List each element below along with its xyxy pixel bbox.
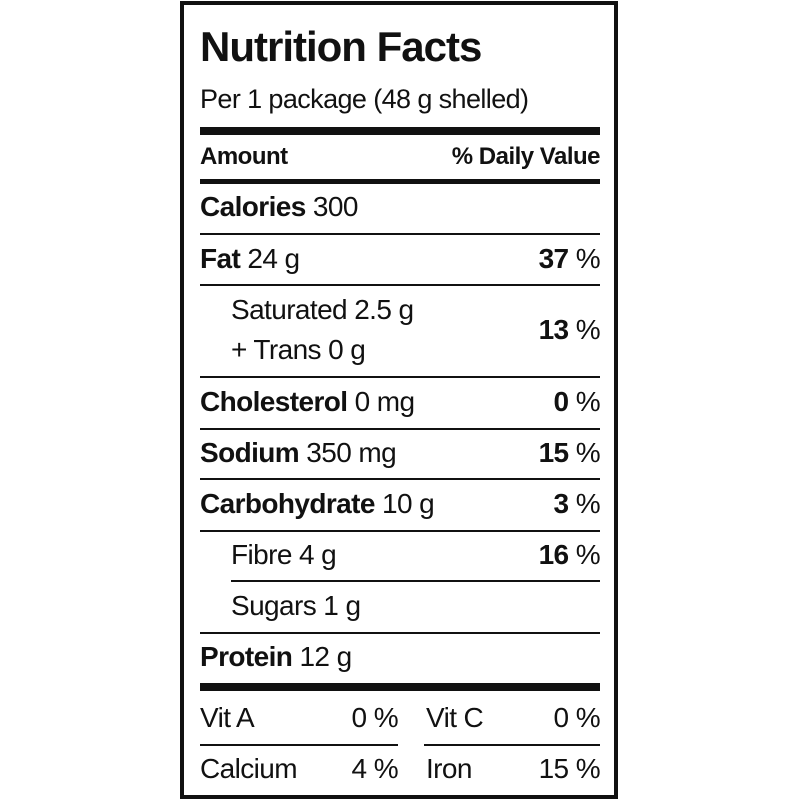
rule bbox=[200, 530, 600, 532]
nutrient-amount: 24 g bbox=[247, 243, 300, 274]
nutrient-name: Carbohydrate bbox=[200, 488, 375, 519]
nutrient-amount: 350 mg bbox=[306, 437, 397, 468]
nutrient: Fat 24 g bbox=[200, 245, 300, 273]
dv-header: % Daily Value bbox=[451, 143, 601, 170]
dv-unit: % bbox=[575, 386, 601, 417]
vitamin-name: Iron bbox=[426, 753, 472, 784]
nutrient-name: Calories bbox=[200, 191, 306, 222]
dv-number: 15 bbox=[538, 437, 570, 468]
nutrient-name: Saturated 2.5 g bbox=[231, 294, 414, 325]
label-border bbox=[180, 1, 618, 799]
dv-unit: % bbox=[575, 243, 601, 274]
rule bbox=[200, 284, 600, 286]
dv-unit: % bbox=[575, 314, 601, 345]
nutrient: Saturated 2.5 g bbox=[231, 294, 414, 325]
nutrient: + Trans 0 g bbox=[231, 334, 366, 365]
nutrient-name: Fibre 4 g bbox=[231, 539, 337, 570]
rule bbox=[424, 744, 600, 746]
nutrient-name: + Trans 0 g bbox=[231, 334, 366, 365]
dv-number: 16 bbox=[538, 539, 570, 570]
daily-value: 0 % bbox=[553, 386, 601, 417]
nutrient-amount: 0 mg bbox=[354, 386, 415, 417]
nutrient-name: Protein bbox=[200, 641, 293, 672]
nutrient-name: Fat bbox=[200, 243, 241, 274]
nutrient: Protein 12 g bbox=[200, 643, 352, 671]
dv-unit: % bbox=[575, 488, 601, 519]
dv-number: 13 bbox=[538, 314, 570, 345]
vitamin-dv: 0 % bbox=[351, 702, 399, 733]
rule bbox=[200, 376, 600, 378]
vitamin-dv: 4 % bbox=[351, 753, 399, 784]
rule bbox=[231, 580, 600, 582]
dv-unit: % bbox=[575, 539, 601, 570]
rule bbox=[200, 428, 600, 430]
vitamin-dv: 15 % bbox=[538, 753, 601, 784]
nutrient: Fibre 4 g bbox=[231, 539, 337, 570]
rule bbox=[200, 179, 600, 184]
nutrient: Sugars 1 g bbox=[231, 590, 361, 621]
nutrient-amount: 300 bbox=[312, 191, 359, 222]
dv-unit: % bbox=[575, 437, 601, 468]
nutrient: Carbohydrate 10 g bbox=[200, 488, 435, 519]
rule bbox=[200, 127, 600, 135]
rule bbox=[200, 744, 398, 746]
vitamin-dv: 0 % bbox=[553, 702, 601, 733]
vitamin-name: Vit C bbox=[426, 702, 484, 733]
daily-value: 15 % bbox=[538, 437, 601, 468]
daily-value: 16 % bbox=[538, 539, 601, 570]
nutrient-name: Sodium bbox=[200, 437, 300, 468]
nutrient-name: Cholesterol bbox=[200, 386, 348, 417]
rule bbox=[200, 632, 600, 634]
dv-number: 37 bbox=[538, 243, 570, 274]
nutrient: Cholesterol 0 mg bbox=[200, 386, 415, 417]
rule bbox=[200, 478, 600, 480]
dv-number: 3 bbox=[553, 488, 570, 519]
nutrient-amount: 10 g bbox=[382, 488, 435, 519]
daily-value: 3 % bbox=[553, 488, 601, 519]
amount-header: Amount bbox=[200, 143, 288, 170]
daily-value: 13 % bbox=[538, 314, 601, 345]
nutrient-name: Sugars 1 g bbox=[231, 590, 361, 621]
daily-value: 37 % bbox=[538, 243, 601, 274]
serving: Per 1 package (48 g shelled) bbox=[200, 84, 529, 114]
nutrient-amount: 12 g bbox=[299, 641, 352, 672]
nutrient: Calories 300 bbox=[200, 193, 358, 221]
vitamin-name: Vit A bbox=[200, 702, 255, 733]
rule bbox=[200, 233, 600, 235]
dv-number: 0 bbox=[553, 386, 570, 417]
vitamin-name: Calcium bbox=[200, 753, 298, 784]
nutrient: Sodium 350 mg bbox=[200, 437, 397, 468]
rule bbox=[200, 683, 600, 691]
title: Nutrition Facts bbox=[200, 23, 482, 70]
